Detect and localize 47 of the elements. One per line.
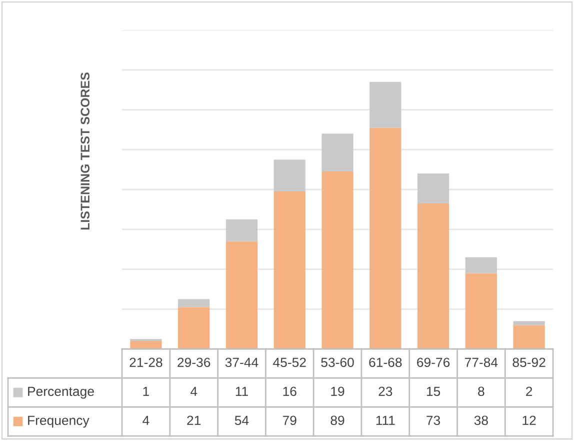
- x-tick-label: 21-28: [130, 358, 162, 368]
- bar: [226, 241, 258, 349]
- legend-label: Percentage: [28, 386, 94, 399]
- data-label: 15: [426, 386, 440, 396]
- bar: [130, 341, 162, 349]
- bar: [226, 219, 258, 242]
- bar: [513, 321, 545, 326]
- bar: [465, 273, 497, 349]
- data-label: 111: [376, 416, 395, 425]
- data-label: 12: [522, 416, 536, 425]
- bar: [370, 82, 402, 128]
- x-tick-label: 61-68: [369, 358, 402, 368]
- data-label: 73: [426, 416, 440, 426]
- bar: [417, 174, 450, 204]
- x-tick-label: 77-84: [464, 358, 498, 368]
- data-label: 21: [187, 416, 201, 425]
- data-label: 23: [378, 386, 392, 396]
- bar: [370, 128, 402, 349]
- data-label: 38: [474, 416, 488, 426]
- bar: [178, 299, 210, 308]
- data-label: 79: [282, 416, 296, 426]
- x-tick-label: 69-76: [417, 358, 450, 368]
- bar: [513, 325, 545, 349]
- bar: [274, 160, 306, 192]
- x-tick-label: 45-52: [273, 358, 306, 368]
- data-label: 89: [330, 416, 344, 426]
- bar: [465, 257, 497, 274]
- bar: [178, 307, 210, 349]
- data-label: 1: [143, 386, 149, 396]
- data-label: 4: [142, 416, 150, 425]
- data-label: 19: [331, 386, 344, 396]
- data-label: 8: [478, 386, 484, 396]
- data-label: 11: [236, 386, 248, 396]
- bar: [417, 203, 450, 349]
- x-tick-label: 29-36: [178, 358, 210, 368]
- y-axis-title: LISTENING TEST SCORES: [80, 72, 90, 230]
- data-label: 16: [283, 386, 296, 396]
- x-tick-label: 85-92: [512, 358, 546, 368]
- legend-label: Frequency: [28, 416, 90, 428]
- bar: [322, 134, 354, 172]
- data-label: 2: [526, 386, 532, 396]
- data-label: 54: [234, 416, 249, 426]
- x-tick-label: 37-44: [225, 358, 258, 368]
- bar: [322, 172, 354, 349]
- x-tick-label: 53-60: [321, 358, 354, 368]
- data-label: 4: [190, 386, 198, 396]
- bar: [274, 191, 306, 349]
